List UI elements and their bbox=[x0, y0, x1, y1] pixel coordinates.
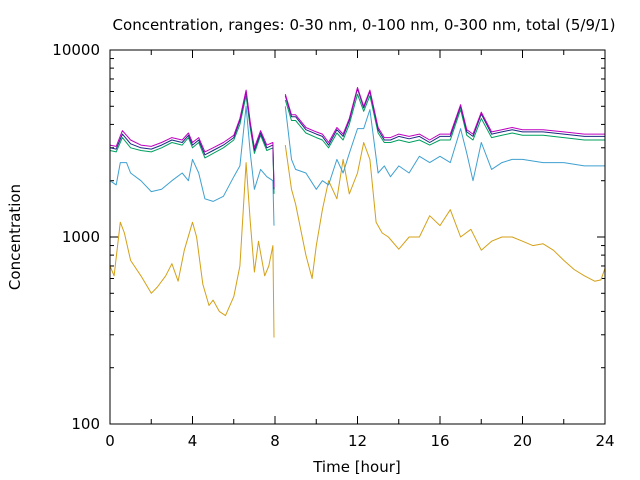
tick-labels: 0 4 8 12 16 20 24 100 1000 10000 bbox=[52, 41, 614, 450]
x-tick-label: 16 bbox=[430, 432, 449, 450]
series-line-4 bbox=[109, 88, 605, 190]
series-line-3 bbox=[109, 93, 605, 194]
y-tick-label: 100 bbox=[71, 415, 100, 433]
chart-title: Concentration, ranges: 0-30 nm, 0-100 nm… bbox=[113, 16, 616, 34]
plot-area bbox=[109, 87, 606, 338]
plot-frame bbox=[109, 49, 606, 425]
y-axis-label: Concentration bbox=[6, 184, 24, 290]
x-tick-label: 8 bbox=[270, 432, 280, 450]
axis-ticks bbox=[109, 50, 606, 425]
series-line-5 bbox=[109, 87, 605, 188]
series-line-1 bbox=[109, 142, 606, 338]
x-tick-label: 12 bbox=[348, 432, 367, 450]
x-tick-label: 4 bbox=[188, 432, 198, 450]
x-axis-label: Time [hour] bbox=[312, 458, 401, 476]
y-tick-label: 1000 bbox=[62, 228, 100, 246]
series-line-2 bbox=[109, 105, 605, 226]
x-tick-label: 24 bbox=[595, 432, 614, 450]
y-tick-label: 10000 bbox=[52, 41, 100, 59]
x-tick-label: 0 bbox=[105, 432, 115, 450]
x-tick-label: 20 bbox=[513, 432, 532, 450]
